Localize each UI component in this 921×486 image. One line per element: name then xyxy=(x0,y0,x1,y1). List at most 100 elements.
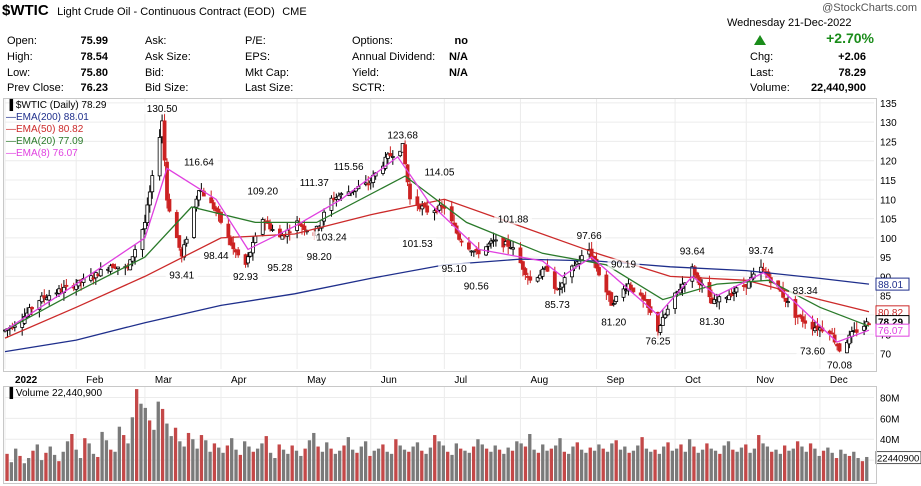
volume-bar xyxy=(554,445,558,481)
candle-body xyxy=(523,268,528,276)
volume-bar xyxy=(666,442,670,481)
volume-bar xyxy=(342,445,346,481)
volume-bar xyxy=(791,448,795,481)
volume-bar xyxy=(610,443,614,481)
volume-bar xyxy=(510,450,515,481)
candle-body xyxy=(420,205,425,210)
volume-bar xyxy=(558,438,562,481)
change-percent: +2.70% xyxy=(826,30,874,46)
volume-bar xyxy=(718,453,722,481)
candle-body xyxy=(518,247,523,264)
volume-tick-label: 80M xyxy=(880,393,899,404)
price-tag-label: 80.82 xyxy=(878,308,903,319)
volume-bar xyxy=(687,439,692,481)
volume-bar xyxy=(264,436,268,481)
volume-bar xyxy=(355,452,359,481)
volume-bar xyxy=(454,443,458,481)
volume-bar xyxy=(238,454,242,481)
annotation-bg xyxy=(295,177,334,189)
candle-body xyxy=(42,295,47,299)
volume-bar xyxy=(96,456,100,481)
up-arrow-icon xyxy=(753,33,767,51)
price-tag-box xyxy=(875,323,910,337)
quote-value: 75.80 xyxy=(80,67,108,79)
volume-bar xyxy=(243,441,247,481)
candle-body xyxy=(611,303,616,306)
volume-bar xyxy=(441,445,446,481)
candle-body xyxy=(845,341,849,354)
quote-value: 76.23 xyxy=(80,82,108,94)
volume-bar xyxy=(700,449,705,481)
quote-value: 78.29 xyxy=(838,67,866,79)
candle-body xyxy=(862,325,866,331)
volume-bar xyxy=(649,451,653,481)
quote-label: Bid: xyxy=(145,67,164,79)
price-tag-label: 78.29 xyxy=(878,318,903,329)
price-tick-label: 100 xyxy=(880,234,897,245)
price-tick-label: 105 xyxy=(880,215,897,226)
candle-body xyxy=(471,250,476,253)
quote-label: Prev Close: xyxy=(7,82,64,94)
volume-bar xyxy=(100,431,104,481)
volume-tag-label: 22440900 xyxy=(877,454,919,465)
legend-label: EMA(8) 76.07 xyxy=(16,148,78,159)
volume-bar xyxy=(480,444,484,481)
volume-bar xyxy=(126,443,130,481)
volume-bar xyxy=(316,446,320,481)
candle-body xyxy=(786,301,790,303)
volume-bar xyxy=(817,455,821,481)
volume-bar xyxy=(212,443,217,481)
volume-bar xyxy=(735,451,739,481)
volume-bar xyxy=(597,444,601,481)
chart-title: ▐ $WTIC (Daily) 78.29 xyxy=(6,100,106,111)
candle-body xyxy=(300,224,304,227)
quote-value: N/A xyxy=(449,67,468,79)
candle-body xyxy=(226,223,231,238)
annotation-bg xyxy=(143,103,181,115)
legend-swatch: — xyxy=(6,124,16,135)
volume-bar xyxy=(778,453,782,481)
candle-body xyxy=(91,277,96,280)
candle-body xyxy=(577,260,582,264)
symbol: $WTIC xyxy=(2,2,49,19)
candle-body xyxy=(467,242,471,250)
candle-body xyxy=(830,332,835,335)
volume-bar xyxy=(670,450,674,481)
ema-line-1 xyxy=(4,198,870,339)
quote-label: Mkt Cap: xyxy=(245,67,290,79)
candle-body xyxy=(64,284,69,287)
candle-body xyxy=(528,276,533,281)
candle-body xyxy=(209,197,214,204)
volume-bar xyxy=(722,445,726,481)
candle-body xyxy=(665,308,670,316)
x-tick-label: May xyxy=(307,375,326,386)
candle-body xyxy=(614,295,619,302)
volume-bar xyxy=(368,455,372,481)
volume-bar xyxy=(251,451,255,481)
candle-body xyxy=(302,225,307,230)
volume-bar xyxy=(770,451,774,481)
legend-swatch: — xyxy=(6,136,16,147)
candle-body xyxy=(403,144,407,165)
volume-bar xyxy=(433,435,437,481)
volume-bar xyxy=(437,441,441,481)
volume-bar xyxy=(653,449,657,481)
volume-bar xyxy=(847,455,852,481)
volume-bar xyxy=(428,447,433,481)
volume-bar xyxy=(489,451,493,481)
candle-body xyxy=(663,314,668,319)
candle-body xyxy=(717,296,722,303)
volume-bar xyxy=(860,461,865,481)
volume-bar xyxy=(22,463,26,481)
candle-body xyxy=(219,211,223,223)
volume-bar xyxy=(618,449,623,481)
price-annotation: 73.60 xyxy=(800,347,825,358)
quote-value: 22,440,900 xyxy=(810,82,866,94)
volume-bar xyxy=(57,461,61,481)
candle-body xyxy=(629,284,633,289)
volume-bar xyxy=(705,443,709,481)
volume-bar xyxy=(221,452,225,481)
candle-body xyxy=(167,198,172,212)
annotation-bg xyxy=(200,249,233,261)
